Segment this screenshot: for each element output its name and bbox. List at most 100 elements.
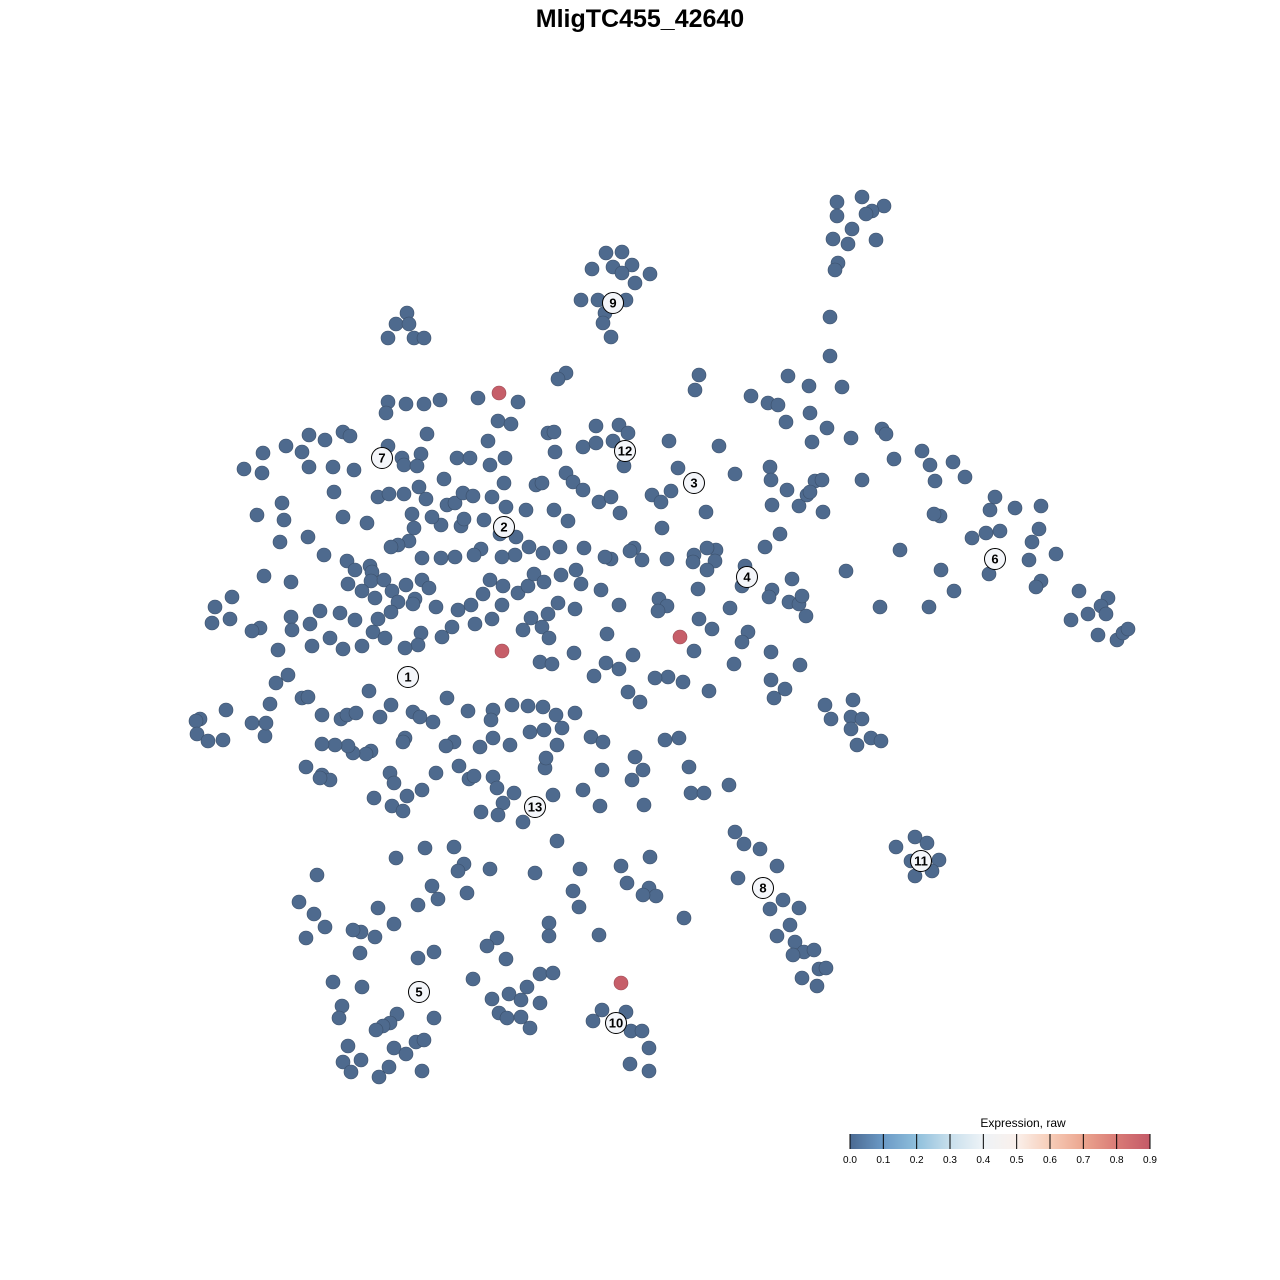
data-point bbox=[456, 511, 472, 527]
data-point bbox=[470, 390, 486, 406]
data-point bbox=[1024, 534, 1040, 550]
data-point bbox=[635, 887, 651, 903]
data-point bbox=[987, 489, 1003, 505]
data-point bbox=[546, 424, 562, 440]
data-point bbox=[348, 705, 364, 721]
data-point bbox=[632, 694, 648, 710]
data-point bbox=[1071, 583, 1087, 599]
high-expression-point bbox=[613, 975, 629, 991]
data-point bbox=[535, 545, 551, 561]
data-point bbox=[404, 506, 420, 522]
data-point bbox=[550, 595, 566, 611]
data-point bbox=[256, 568, 272, 584]
cluster-label-badge bbox=[371, 447, 393, 469]
data-point bbox=[354, 638, 370, 654]
colorbar-tick-label: 0.8 bbox=[1110, 1155, 1124, 1166]
data-point bbox=[818, 960, 834, 976]
cluster-label-badge bbox=[736, 566, 758, 588]
data-point bbox=[276, 512, 292, 528]
data-point bbox=[414, 1063, 430, 1079]
data-point bbox=[520, 578, 536, 594]
data-point bbox=[444, 619, 460, 635]
data-point bbox=[775, 892, 791, 908]
data-point bbox=[541, 928, 557, 944]
data-point bbox=[734, 634, 750, 650]
data-point bbox=[825, 231, 841, 247]
data-point bbox=[507, 547, 523, 563]
data-point bbox=[957, 469, 973, 485]
data-point bbox=[406, 520, 422, 536]
data-point bbox=[888, 839, 904, 855]
data-point bbox=[907, 829, 923, 845]
cluster-label-badge bbox=[524, 796, 546, 818]
data-point bbox=[465, 488, 481, 504]
data-point bbox=[845, 692, 861, 708]
cluster-label-text: 2 bbox=[500, 520, 507, 535]
data-point bbox=[657, 732, 673, 748]
data-point bbox=[484, 991, 500, 1007]
data-point bbox=[792, 657, 808, 673]
data-point bbox=[743, 388, 759, 404]
data-point bbox=[701, 683, 717, 699]
cluster-label-badge bbox=[397, 666, 419, 688]
data-point bbox=[327, 737, 343, 753]
data-point bbox=[858, 206, 874, 222]
data-point bbox=[763, 472, 779, 488]
data-point bbox=[484, 489, 500, 505]
data-point bbox=[331, 1010, 347, 1026]
data-point bbox=[595, 734, 611, 750]
data-point bbox=[501, 986, 517, 1002]
cluster-label-text: 5 bbox=[415, 985, 422, 1000]
data-point bbox=[515, 814, 531, 830]
data-point bbox=[367, 929, 383, 945]
data-point bbox=[611, 597, 627, 613]
data-point bbox=[383, 697, 399, 713]
cluster-label-2: 2 bbox=[493, 516, 515, 538]
data-point bbox=[426, 1010, 442, 1026]
data-point bbox=[380, 330, 396, 346]
data-point bbox=[410, 897, 426, 913]
colorbar-tick-label: 0.2 bbox=[910, 1155, 924, 1166]
colorbar-tick-label: 0.4 bbox=[976, 1155, 990, 1166]
data-point bbox=[421, 580, 437, 596]
data-point bbox=[204, 615, 220, 631]
cluster-label-7: 7 bbox=[371, 447, 393, 469]
data-point bbox=[541, 915, 557, 931]
data-point bbox=[510, 394, 526, 410]
data-point bbox=[838, 563, 854, 579]
data-point bbox=[784, 571, 800, 587]
data-point bbox=[1080, 606, 1096, 622]
data-point bbox=[409, 458, 425, 474]
data-point bbox=[670, 460, 686, 476]
colorbar-tick-label: 0.1 bbox=[876, 1155, 890, 1166]
data-point bbox=[446, 839, 462, 855]
data-point bbox=[388, 316, 404, 332]
data-point bbox=[416, 330, 432, 346]
data-point bbox=[418, 491, 434, 507]
data-point bbox=[381, 1059, 397, 1075]
data-point bbox=[927, 473, 943, 489]
data-point bbox=[432, 392, 448, 408]
data-point bbox=[335, 641, 351, 657]
data-point bbox=[686, 643, 702, 659]
data-point bbox=[815, 504, 831, 520]
cluster-label-text: 8 bbox=[759, 881, 766, 896]
data-point bbox=[766, 690, 782, 706]
data-point bbox=[1028, 579, 1044, 595]
data-point bbox=[654, 520, 670, 536]
data-point bbox=[358, 746, 374, 762]
data-point bbox=[325, 459, 341, 475]
data-point bbox=[283, 574, 299, 590]
data-point bbox=[817, 697, 833, 713]
data-point bbox=[272, 534, 288, 550]
data-point bbox=[769, 858, 785, 874]
data-point bbox=[892, 542, 908, 558]
data-point bbox=[476, 512, 492, 528]
data-point bbox=[545, 787, 561, 803]
data-point bbox=[520, 698, 536, 714]
data-point bbox=[347, 612, 363, 628]
data-point bbox=[782, 917, 798, 933]
data-point bbox=[627, 749, 643, 765]
data-point bbox=[367, 590, 383, 606]
data-point bbox=[278, 438, 294, 454]
